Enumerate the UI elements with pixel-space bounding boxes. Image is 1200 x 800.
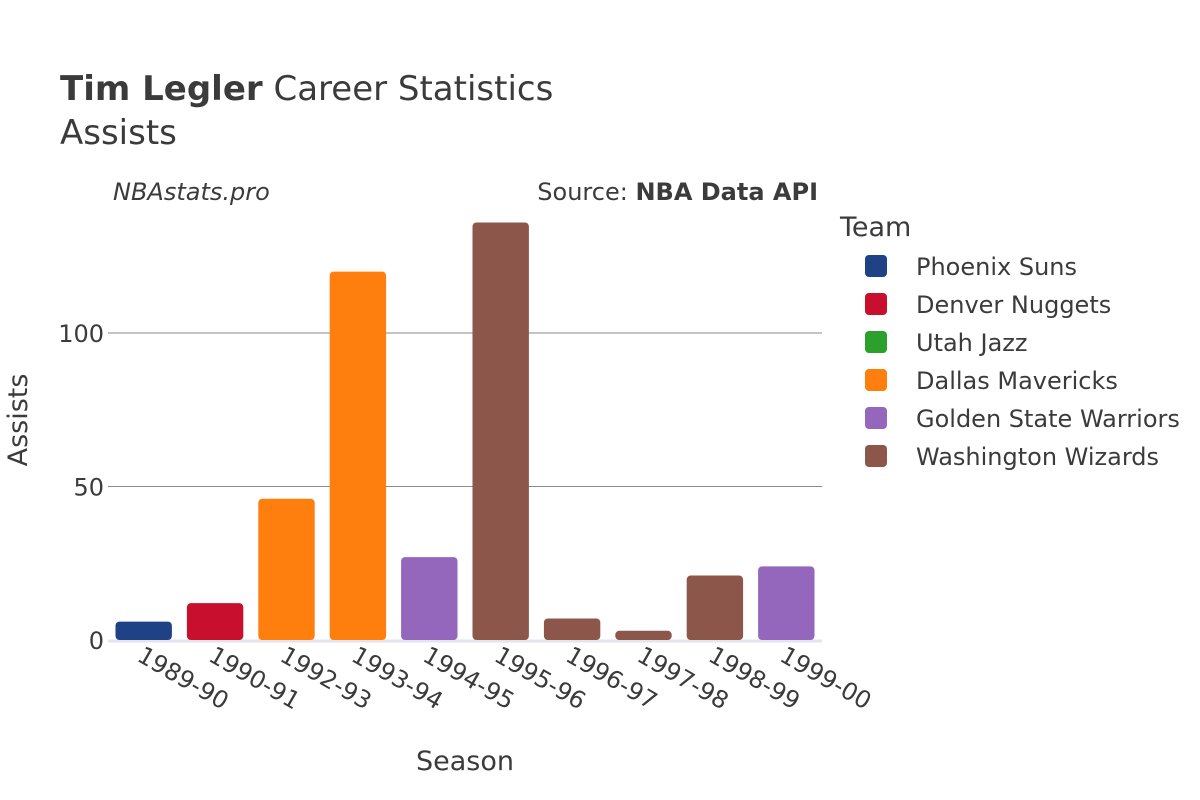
bar-1997-98 (615, 630, 672, 640)
legend: Team Phoenix Suns Denver Nuggets Utah Jazz… (839, 212, 1180, 471)
bar-1989-90 (115, 621, 172, 640)
y-axis-label: Assists (3, 374, 34, 467)
bar-1999-00 (758, 566, 815, 640)
chart-subtitle: Assists (60, 113, 177, 153)
source-text: Source: NBA Data API (537, 178, 818, 206)
legend-swatch (865, 445, 887, 467)
legend-swatch (865, 331, 887, 353)
bar-1996-97 (543, 618, 601, 640)
watermark-text: NBAstats.pro (113, 178, 270, 206)
legend-label: Utah Jazz (916, 329, 1028, 357)
x-axis-label: Season (416, 746, 514, 777)
bar-1993-94 (329, 271, 387, 640)
x-tick-labels: 1989-901990-911992-931993-941994-951995-… (133, 641, 876, 715)
y-tick-labels: 0 50 100 (58, 320, 104, 655)
legend-label: Denver Nuggets (916, 291, 1111, 319)
y-tick-label: 0 (89, 627, 104, 655)
legend-swatch (865, 407, 887, 429)
chart-title-player: Tim Legler (60, 69, 263, 109)
y-tick-label: 100 (58, 320, 104, 348)
legend-label: Washington Wizards (916, 443, 1159, 471)
bar-1998-99 (686, 575, 744, 640)
bar-layer (115, 222, 815, 641)
legend-label: Golden State Warriors (916, 405, 1180, 433)
chart-title: Tim Legler Career Statistics (60, 69, 553, 109)
bar-1990-91 (186, 603, 244, 640)
legend-label: Dallas Mavericks (916, 367, 1118, 395)
legend-swatch (865, 293, 887, 315)
legend-label: Phoenix Suns (916, 253, 1077, 281)
source-name: NBA Data API (635, 178, 818, 206)
legend-title: Team (839, 212, 911, 243)
bar-1992-93 (258, 498, 315, 640)
legend-items: Phoenix Suns Denver Nuggets Utah Jazz Dalla… (865, 253, 1180, 471)
legend-swatch (865, 369, 887, 391)
bar-1995-96 (472, 222, 529, 641)
chart-title-rest: Career Statistics (263, 69, 554, 109)
grid-layer (108, 332, 822, 643)
y-tick-label: 50 (73, 474, 104, 502)
legend-swatch (865, 255, 887, 277)
bar-1994-95 (401, 557, 458, 640)
source-prefix: Source: (537, 178, 635, 206)
